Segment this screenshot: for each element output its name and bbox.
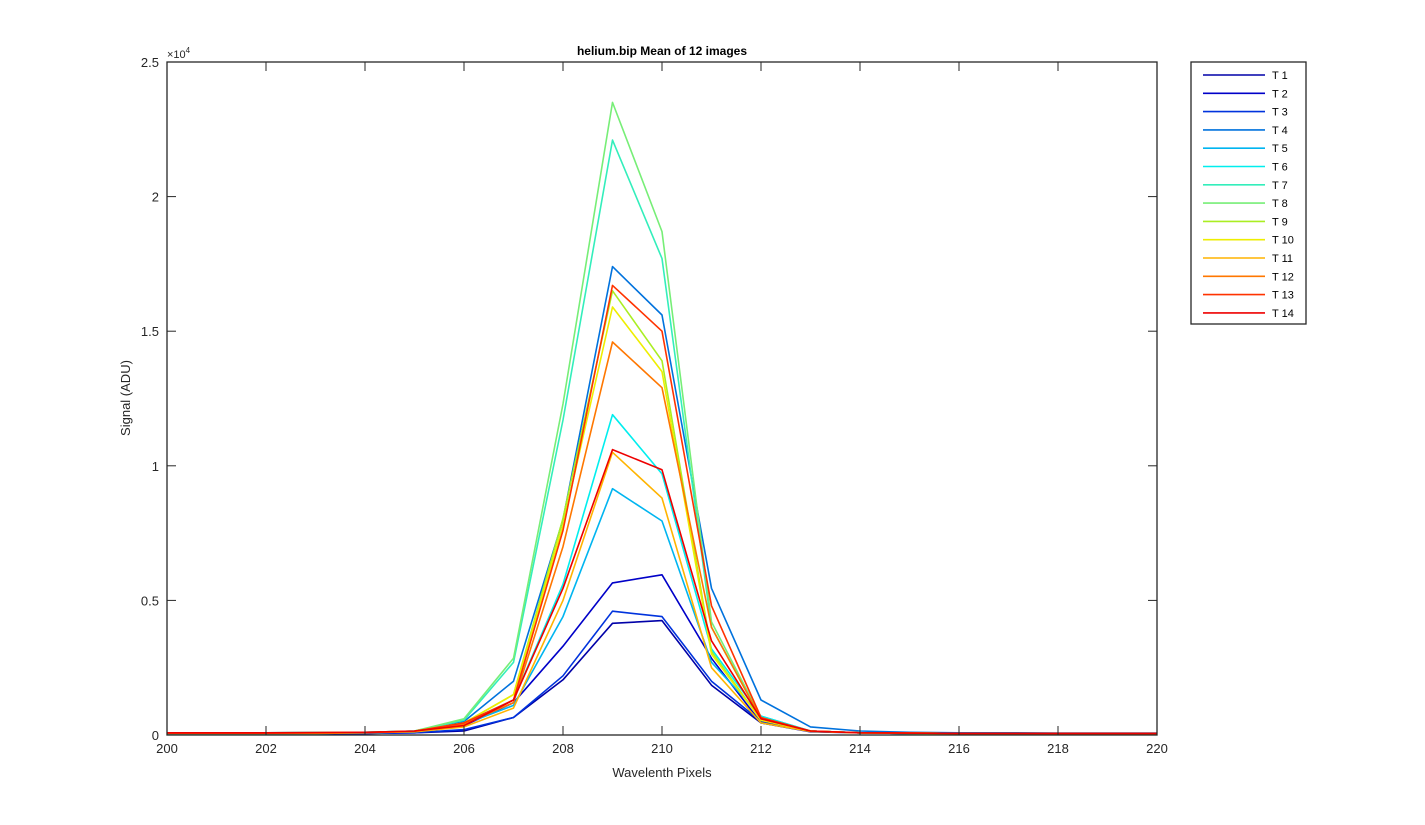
y-axis-title: Signal (ADU) (118, 360, 133, 436)
x-tick-label: 220 (1146, 741, 1168, 756)
y-tick-label: 0 (152, 728, 159, 743)
legend-item: T 4 (1203, 125, 1288, 137)
x-tick-label: 200 (156, 741, 178, 756)
chart-title: helium.bip Mean of 12 images (577, 44, 747, 58)
x-tick-label: 212 (750, 741, 772, 756)
x-tick-label: 204 (354, 741, 376, 756)
x-tick-label: 202 (255, 741, 277, 756)
legend-label: T 2 (1272, 88, 1288, 100)
legend: T 1 T 2 T 3 T 4 T 5 T 6 T 7 T 8 T 9 T 10 T 11 T 12 T… (1190, 61, 1307, 325)
legend-item: T 1 (1203, 70, 1288, 82)
legend-label: T 5 (1272, 143, 1288, 155)
legend-box (1190, 61, 1307, 325)
legend-label: T 7 (1272, 180, 1288, 192)
y-tick-label: 1.5 (141, 324, 159, 339)
x-tick-label: 210 (651, 741, 673, 756)
legend-item: T 10 (1203, 235, 1294, 247)
series-line-t14 (167, 448, 1157, 735)
legend-label: T 3 (1272, 107, 1288, 119)
y-tick-label: 1 (152, 459, 159, 474)
legend-label: T 4 (1272, 125, 1288, 137)
y-exponent-power: 4 (186, 46, 191, 55)
x-tick-label: 216 (948, 741, 970, 756)
legend-label: T 10 (1272, 235, 1294, 247)
legend-label: T 12 (1272, 271, 1294, 283)
tick-labels-layer: 200 202 204 206 208 210 212 214 216 218 220 0 0.5 1 1.… (141, 55, 1168, 756)
x-axis-title: Wavelenth Pixels (612, 765, 712, 780)
legend-item: T 7 (1203, 180, 1288, 192)
x-tick-label: 208 (552, 741, 574, 756)
legend-label: T 8 (1272, 198, 1288, 210)
ticks-layer (166, 61, 1158, 736)
plot-background (167, 62, 1157, 735)
legend-item: T 5 (1203, 143, 1288, 155)
y-tick-label: 2.5 (141, 55, 159, 70)
legend-item: T 3 (1203, 107, 1288, 119)
legend-item: T 14 (1203, 308, 1294, 320)
y-axis-exponent: ×104 (167, 46, 191, 61)
legend-item: T 9 (1203, 216, 1288, 228)
legend-item: T 6 (1203, 162, 1288, 174)
legend-item: T 13 (1203, 290, 1294, 302)
legend-item: T 12 (1203, 271, 1294, 283)
legend-item: T 11 (1203, 253, 1293, 265)
legend-label: T 9 (1272, 216, 1288, 228)
legend-item: T 8 (1203, 198, 1288, 210)
series-layer (167, 101, 1157, 735)
legend-label: T 11 (1272, 253, 1293, 265)
y-tick-label: 0.5 (141, 593, 159, 608)
legend-label: T 13 (1272, 290, 1294, 302)
legend-item: T 2 (1203, 88, 1288, 100)
y-exponent-base: ×10 (167, 49, 186, 61)
legend-label: T 6 (1272, 162, 1288, 174)
y-tick-label: 2 (152, 190, 159, 205)
x-tick-label: 214 (849, 741, 871, 756)
legend-label: T 1 (1272, 70, 1288, 82)
legend-label: T 14 (1272, 308, 1294, 320)
x-tick-label: 206 (453, 741, 475, 756)
x-tick-label: 218 (1047, 741, 1069, 756)
